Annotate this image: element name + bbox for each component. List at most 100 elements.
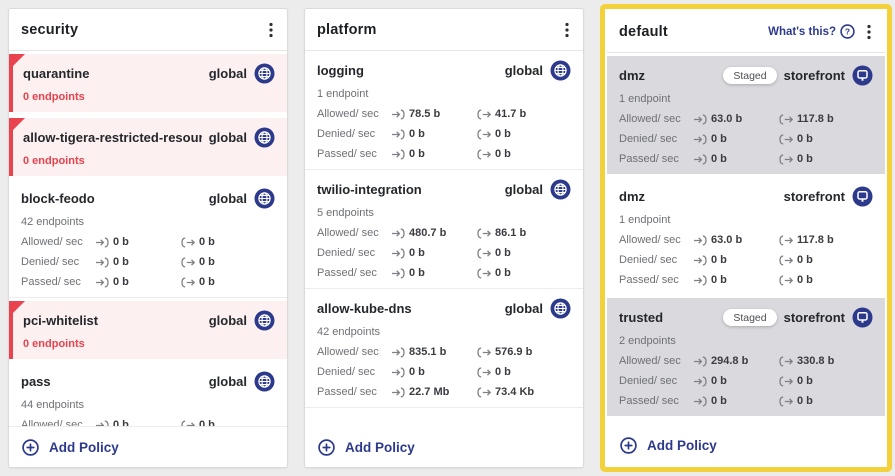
stat-inbound: 0 b	[391, 247, 477, 259]
stat-outbound: 576.9 b	[477, 346, 532, 358]
namespace-label: global	[504, 182, 543, 197]
stat-label: Denied/ sec	[21, 256, 80, 268]
stat-inbound: 0 b	[391, 148, 477, 160]
stat-outbound: 0 b	[181, 256, 215, 268]
stat-outbound: 0 b	[779, 395, 813, 407]
policy-card[interactable]: quarantine global 0 endpoints	[9, 54, 287, 112]
policy-card[interactable]: dmz Staged storefront 1 endpoint Allowed/ se…	[607, 56, 885, 174]
policy-name: allow-kube-dns	[317, 301, 412, 316]
stat-outbound-value: 0 b	[797, 254, 813, 266]
policy-board: security quarantine global 0 endpoints allow…	[8, 4, 892, 472]
whats-this-link[interactable]: What's this??	[768, 24, 855, 39]
question-circle-icon: ?	[840, 24, 855, 39]
column-title: default	[619, 23, 668, 40]
stat-outbound: 0 b	[477, 366, 511, 378]
column-menu-kebab-icon[interactable]	[267, 20, 275, 40]
policy-name: block-feodo	[21, 191, 95, 206]
policy-card-meta: Staged storefront	[723, 307, 873, 328]
policy-card[interactable]: logging global 1 endpoint Allowed/ sec 78.5 …	[305, 51, 583, 170]
namespace-label: global	[208, 374, 247, 389]
endpoints-count: 0 endpoints	[23, 91, 85, 103]
policy-card[interactable]: block-feodo global 42 endpoints Allowed/ se…	[9, 179, 287, 298]
policy-card[interactable]: allow-tigera-restricted-resources global 0…	[9, 118, 287, 176]
policy-card-header: pci-whitelist global	[23, 310, 275, 331]
stat-outbound-value: 0 b	[797, 153, 813, 165]
add-policy-button[interactable]: Add Policy	[607, 425, 885, 465]
arrow-in-icon	[391, 108, 405, 120]
column-card-list: logging global 1 endpoint Allowed/ sec 78.5 …	[305, 51, 583, 427]
column-card-list: dmz Staged storefront 1 endpoint Allowed/ se…	[607, 53, 885, 425]
policy-card[interactable]: trustedstorefront	[607, 419, 885, 425]
stat-inbound-value: 0 b	[113, 419, 129, 427]
policy-card[interactable]: allow-kube-dns global 42 endpoints Allowed/…	[305, 289, 583, 408]
policy-card[interactable]: dmz storefront 1 endpoint Allowed/ sec 63.0 …	[607, 177, 885, 295]
arrow-in-icon	[391, 346, 405, 358]
stat-inbound: 0 b	[95, 276, 181, 288]
stat-inbound: 0 b	[693, 133, 779, 145]
globe-badge-icon	[254, 127, 275, 148]
arrow-out-icon	[477, 386, 491, 398]
add-policy-label: Add Policy	[49, 439, 119, 455]
stat-label: Allowed/ sec	[619, 355, 681, 367]
policy-column-platform: platform logging global 1 endpoint Allowed/ …	[304, 8, 584, 468]
stat-outbound: 330.8 b	[779, 355, 834, 367]
plus-circle-icon	[620, 436, 637, 454]
add-policy-button[interactable]: Add Policy	[305, 427, 583, 467]
add-policy-label: Add Policy	[345, 439, 415, 455]
stat-row: Passed/ sec 22.7 Mb 73.4 Kb	[317, 386, 571, 398]
arrow-out-icon	[779, 395, 793, 407]
policy-name: pass	[21, 374, 51, 389]
stat-outbound: 0 b	[181, 419, 215, 427]
stat-label: Passed/ sec	[21, 276, 81, 288]
endpoints-count: 2 endpoints	[619, 335, 676, 347]
add-policy-button[interactable]: Add Policy	[9, 427, 287, 467]
policy-card[interactable]: pass global 44 endpoints Allowed/ sec 0 b 0 b…	[9, 362, 287, 427]
arrow-out-icon	[779, 133, 793, 145]
stat-label: Denied/ sec	[317, 247, 376, 259]
stat-outbound-value: 0 b	[797, 274, 813, 286]
stat-outbound-value: 0 b	[495, 267, 511, 279]
policy-column-default: default What's this?? dmz Staged storefront 1…	[607, 11, 885, 465]
stat-row: Allowed/ sec 835.1 b 576.9 b	[317, 346, 571, 358]
stat-outbound: 0 b	[779, 153, 813, 165]
stat-inbound-value: 0 b	[711, 395, 727, 407]
stat-inbound-value: 0 b	[409, 128, 425, 140]
stat-inbound: 63.0 b	[693, 234, 779, 246]
policy-card[interactable]: pci-whitelist global 0 endpoints	[9, 301, 287, 359]
arrow-in-icon	[391, 366, 405, 378]
policy-card[interactable]: twilio-integration global 5 endpoints Allow…	[305, 170, 583, 289]
whats-this-label: What's this?	[768, 25, 836, 38]
stat-row: Denied/ sec 0 b 0 b	[619, 375, 873, 387]
endpoints-count: 42 endpoints	[317, 326, 380, 338]
policy-card-header: allow-kube-dns global	[317, 298, 571, 319]
globe-badge-icon	[254, 371, 275, 392]
column-menu-kebab-icon[interactable]	[563, 20, 571, 40]
stat-outbound: 73.4 Kb	[477, 386, 534, 398]
policy-card[interactable]: trusted Staged storefront 2 endpoints Allowe…	[607, 298, 885, 416]
arrow-out-icon	[779, 113, 793, 125]
stat-outbound-value: 0 b	[199, 419, 215, 427]
column-menu-kebab-icon[interactable]	[865, 22, 873, 42]
stat-label: Allowed/ sec	[317, 108, 379, 120]
stat-inbound-value: 63.0 b	[711, 113, 743, 125]
stat-row: Denied/ sec 0 b 0 b	[21, 256, 275, 268]
policy-name: twilio-integration	[317, 182, 422, 197]
monitor-badge-icon	[852, 307, 873, 328]
monitor-badge-icon	[852, 65, 873, 86]
stat-inbound: 22.7 Mb	[391, 386, 477, 398]
arrow-in-icon	[391, 148, 405, 160]
stat-outbound: 86.1 b	[477, 227, 526, 239]
stat-row: Allowed/ sec 78.5 b 41.7 b	[317, 108, 571, 120]
stat-row: Passed/ sec 0 b 0 b	[619, 153, 873, 165]
column-header-actions	[563, 20, 571, 40]
arrow-out-icon	[181, 419, 195, 426]
stat-inbound: 0 b	[95, 236, 181, 248]
policy-card-meta: global	[209, 310, 275, 331]
stat-outbound: 0 b	[477, 148, 511, 160]
stat-outbound: 0 b	[779, 375, 813, 387]
stat-outbound: 0 b	[181, 236, 215, 248]
arrow-out-icon	[477, 227, 491, 239]
stat-label: Passed/ sec	[317, 148, 377, 160]
stat-row: Denied/ sec 0 b 0 b	[317, 128, 571, 140]
policy-name: dmz	[619, 189, 645, 204]
